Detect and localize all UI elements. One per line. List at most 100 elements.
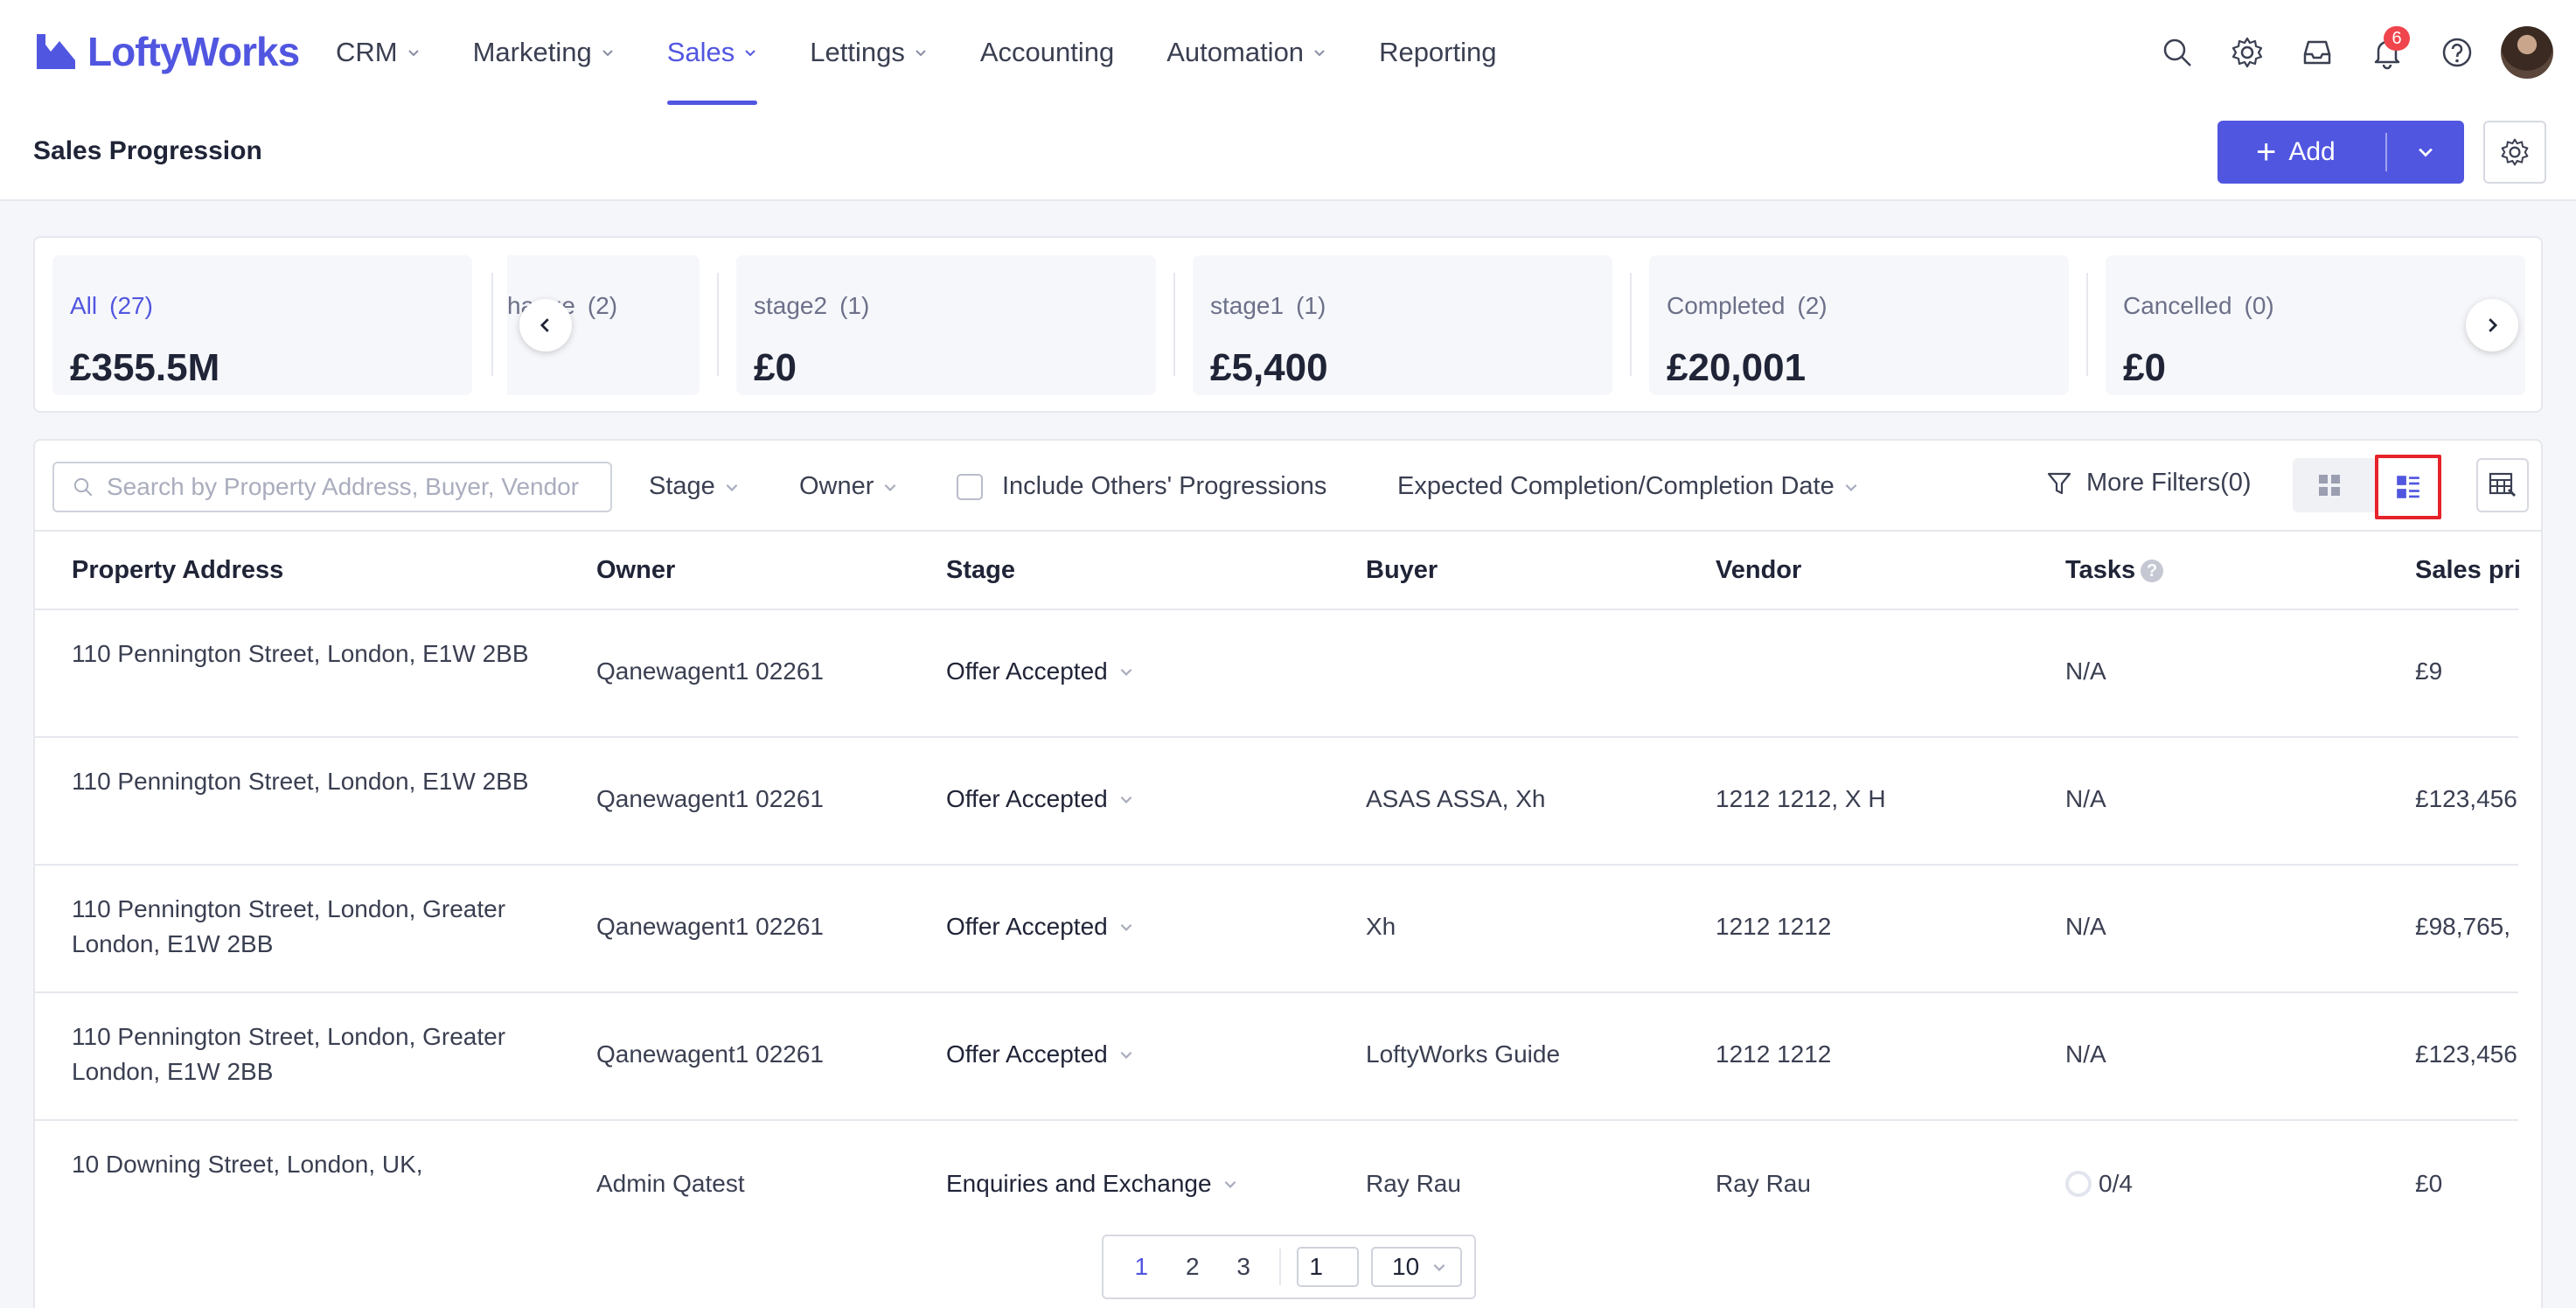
scroll-left-button[interactable] xyxy=(519,299,572,351)
nav-item-automation[interactable]: Automation xyxy=(1166,0,1326,105)
tasks-count: 0/4 xyxy=(2099,1170,2133,1197)
stat-card-completed[interactable]: Completed (2) £20,001 xyxy=(1649,255,2069,395)
chevron-down-icon xyxy=(407,50,419,57)
nav-item-label: Accounting xyxy=(979,37,1115,67)
stage-dropdown[interactable]: Offer Accepted xyxy=(946,785,1134,813)
nav-item-sales[interactable]: Sales xyxy=(666,0,758,105)
column-header-buyer[interactable]: Buyer xyxy=(1366,556,1438,584)
task-progress-ring xyxy=(2065,1171,2092,1197)
card-view-button[interactable] xyxy=(2293,458,2366,512)
stage-label: Offer Accepted xyxy=(946,1040,1108,1068)
stage-dropdown[interactable]: Offer Accepted xyxy=(946,657,1134,685)
inbox-icon[interactable] xyxy=(2289,24,2345,80)
chevron-down-icon xyxy=(745,50,755,57)
search-icon xyxy=(73,477,93,497)
search-icon[interactable] xyxy=(2149,24,2205,80)
nav-item-accounting[interactable]: Accounting xyxy=(980,0,1114,105)
sales-price: £98,765, xyxy=(2415,913,2510,940)
column-header-stage[interactable]: Stage xyxy=(946,556,1015,584)
stage-label: Offer Accepted xyxy=(946,657,1108,685)
owner-name: Qanewagent1 02261 xyxy=(596,785,824,812)
divider xyxy=(491,273,493,376)
chevron-left-icon xyxy=(540,318,549,332)
page-2-button[interactable]: 2 xyxy=(1185,1253,1200,1280)
nav-item-label: Reporting xyxy=(1379,37,1497,67)
add-dropdown-toggle[interactable] xyxy=(2387,143,2464,162)
column-header-property-address[interactable]: Property Address xyxy=(72,556,284,584)
stage-filter-dropdown[interactable]: Stage xyxy=(649,472,740,501)
bell-icon[interactable]: 6 xyxy=(2359,24,2415,80)
column-header-sales-price[interactable]: Sales pri xyxy=(2415,556,2521,584)
chevron-down-icon xyxy=(602,50,613,57)
table-row[interactable]: 10 Downing Street, London, UK, Admin Qat… xyxy=(35,1121,2518,1249)
column-settings-button[interactable] xyxy=(2476,458,2529,512)
nav-item-reporting[interactable]: Reporting xyxy=(1379,0,1496,105)
divider xyxy=(2086,273,2088,376)
column-header-vendor[interactable]: Vendor xyxy=(1716,556,1802,584)
list-view-button[interactable] xyxy=(2375,455,2441,519)
sales-price: £0 xyxy=(2415,1170,2443,1197)
stat-value: £0 xyxy=(2123,346,2166,389)
add-button-group: + Add xyxy=(2217,121,2464,184)
help-icon[interactable]: ? xyxy=(2141,560,2164,582)
stat-card-cancelled[interactable]: Cancelled (0) £0 xyxy=(2106,255,2525,395)
nav-item-marketing[interactable]: Marketing xyxy=(473,0,615,105)
scroll-right-button[interactable] xyxy=(2466,299,2518,351)
owner-filter-dropdown[interactable]: Owner xyxy=(799,472,898,501)
table-row[interactable]: 110 Pennington Street, London, Greater L… xyxy=(35,866,2518,993)
avatar[interactable] xyxy=(2501,26,2553,79)
nav-item-label: CRM xyxy=(336,37,398,67)
divider xyxy=(1173,273,1175,376)
owner-name: Qanewagent1 02261 xyxy=(596,657,824,685)
chevron-down-icon xyxy=(1224,1180,1236,1188)
logo-mark-icon xyxy=(37,34,75,69)
page-1-button[interactable]: 1 xyxy=(1134,1253,1149,1280)
tasks-value[interactable]: 0/4 xyxy=(2065,1170,2133,1198)
owner-name: Qanewagent1 02261 xyxy=(596,913,824,940)
help-icon[interactable] xyxy=(2429,24,2485,80)
gear-icon[interactable] xyxy=(2219,24,2275,80)
page-settings-button[interactable] xyxy=(2483,121,2546,184)
stage-dropdown[interactable]: Offer Accepted xyxy=(946,913,1134,941)
stage-label: Offer Accepted xyxy=(946,785,1108,812)
table-row[interactable]: 110 Pennington Street, London, Greater L… xyxy=(35,993,2518,1121)
plus-icon: + xyxy=(2256,133,2277,171)
stat-card-stage1[interactable]: stage1 (1) £5,400 xyxy=(1193,255,1612,395)
column-header-owner[interactable]: Owner xyxy=(596,556,676,584)
include-others-toggle[interactable]: Include Others' Progressions xyxy=(957,472,1326,501)
more-filters-button[interactable]: More Filters(0) xyxy=(2046,469,2252,497)
page-size-select[interactable]: 10 xyxy=(1371,1247,1462,1287)
property-address[interactable]: 110 Pennington Street, London, Greater L… xyxy=(72,1023,506,1085)
page-jump-input[interactable]: 1 xyxy=(1297,1247,1359,1287)
add-button[interactable]: + Add xyxy=(2217,133,2385,171)
table-row[interactable]: 110 Pennington Street, London, E1W 2BB Q… xyxy=(35,738,2518,866)
nav-item-lettings[interactable]: Lettings xyxy=(810,0,928,105)
property-address[interactable]: 110 Pennington Street, London, E1W 2BB xyxy=(72,768,529,795)
page-3-button[interactable]: 3 xyxy=(1236,1253,1250,1280)
add-button-label: Add xyxy=(2288,137,2336,166)
nav-item-crm[interactable]: CRM xyxy=(336,0,421,105)
property-address[interactable]: 10 Downing Street, London, UK, xyxy=(72,1151,423,1178)
stat-card-all[interactable]: All (27) £355.5M xyxy=(52,255,472,395)
owner-name: Admin Qatest xyxy=(596,1170,745,1197)
include-others-checkbox[interactable] xyxy=(957,473,983,500)
stat-value: £20,001 xyxy=(1667,346,1807,389)
completion-date-filter-dropdown[interactable]: Expected Completion/Completion Date xyxy=(1397,472,1859,501)
table-row[interactable]: 110 Pennington Street, London, E1W 2BB Q… xyxy=(35,610,2518,738)
property-address[interactable]: 110 Pennington Street, London, E1W 2BB xyxy=(72,640,529,667)
logo-text: LoftyWorks xyxy=(87,29,300,74)
search-input[interactable] xyxy=(107,473,596,501)
stage-dropdown[interactable]: Offer Accepted xyxy=(946,1040,1134,1068)
stage-dropdown[interactable]: Enquiries and Exchange xyxy=(946,1170,1238,1198)
buyer-name: Xh xyxy=(1366,913,1396,940)
sales-price: £123,456 xyxy=(2415,785,2517,812)
tasks-value: N/A xyxy=(2065,913,2106,940)
chevron-down-icon xyxy=(885,484,896,491)
loftyworks-logo[interactable]: LoftyWorks xyxy=(33,26,300,77)
vendor-name: 1212 1212 xyxy=(1716,1040,1832,1068)
chevron-down-icon xyxy=(1314,50,1325,57)
stat-card-stage2[interactable]: stage2 (1) £0 xyxy=(736,255,1156,395)
page-header: Sales Progression + Add xyxy=(0,105,2576,201)
column-header-tasks[interactable]: Tasks? xyxy=(2065,556,2164,585)
property-address[interactable]: 110 Pennington Street, London, Greater L… xyxy=(72,895,506,957)
